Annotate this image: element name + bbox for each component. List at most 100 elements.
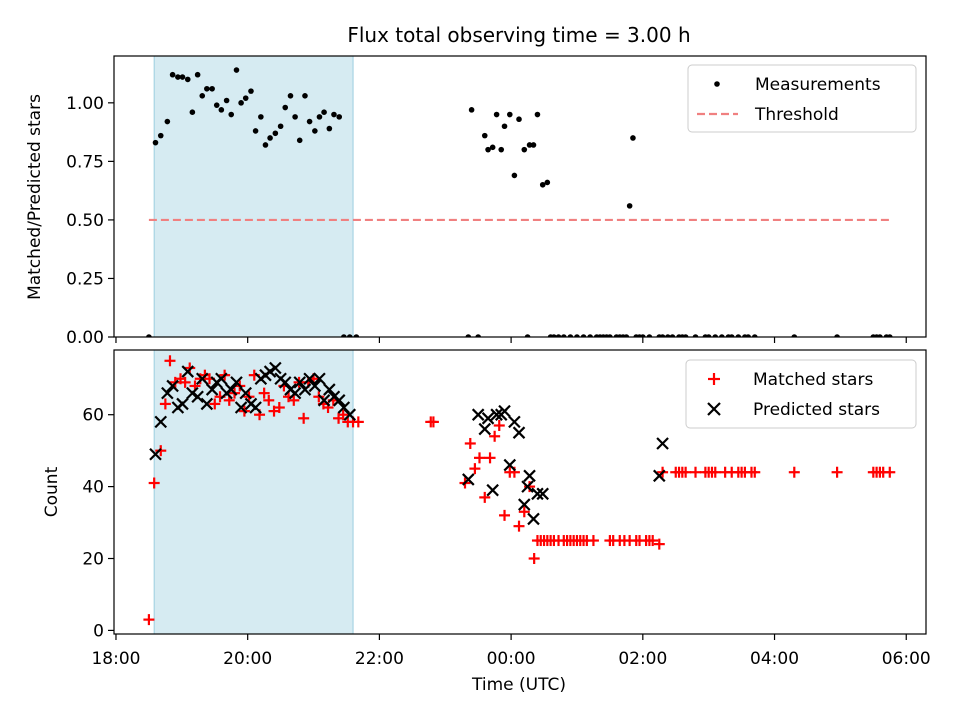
measurement-point	[551, 334, 557, 337]
measurement-point	[194, 71, 201, 78]
measurement-point	[272, 130, 279, 137]
measurement-point	[712, 334, 719, 337]
matched-star-point	[473, 452, 485, 464]
legend-threshold-label: Threshold	[754, 105, 839, 125]
predicted-star-point	[176, 397, 189, 411]
top-legend: Measurements Threshold	[687, 64, 917, 133]
matched-star-point	[258, 387, 270, 399]
matched-star-point	[143, 614, 155, 626]
matched-star-point	[184, 362, 196, 374]
measurement-point	[493, 111, 500, 118]
measurement-point	[189, 109, 196, 115]
measurement-point	[526, 142, 533, 148]
measurement-point	[292, 114, 298, 120]
y-tick-label: 20	[82, 550, 104, 570]
measurement-point	[560, 334, 567, 337]
measurement-point	[475, 334, 481, 337]
predicted-star-point	[303, 372, 316, 386]
measurement-point	[468, 107, 475, 113]
measurement-point	[321, 109, 327, 115]
measurement-point	[751, 334, 758, 337]
measurement-point	[623, 334, 630, 337]
measurement-point	[728, 334, 735, 337]
measurement-point	[489, 144, 496, 151]
predicted-star-point	[508, 415, 521, 429]
matched-star-point	[298, 412, 310, 424]
legend-matched-label: Matched stars	[753, 370, 873, 390]
measurement-point	[877, 334, 883, 337]
predicted-star-point	[288, 386, 302, 400]
matched-star-point	[709, 466, 721, 478]
matched-star-point	[647, 535, 659, 547]
measurement-point	[745, 334, 751, 337]
measurement-point	[834, 334, 840, 337]
measurement-point	[485, 146, 491, 153]
predicted-star-point	[527, 512, 540, 526]
predicted-star-point	[323, 383, 336, 396]
measurement-point	[521, 146, 528, 153]
measurement-point	[626, 203, 633, 209]
x-tick-label: 22:00	[355, 649, 404, 669]
matched-star-point	[518, 506, 530, 518]
predicted-star-point	[478, 422, 492, 436]
predicted-star-point	[490, 408, 503, 421]
bottom-data-marks	[143, 355, 896, 626]
measurement-point	[331, 111, 337, 118]
measurement-point	[199, 93, 206, 99]
measurement-point	[544, 179, 551, 186]
measurement-point	[659, 334, 666, 337]
measurement-point	[516, 116, 522, 123]
matched-star-point	[469, 463, 481, 475]
top-x-ticks	[115, 337, 907, 343]
predicted-star-point	[181, 365, 195, 378]
measurement-point	[506, 111, 513, 118]
measurement-point	[567, 334, 574, 337]
measurement-point	[555, 334, 562, 337]
measurement-point	[511, 172, 518, 179]
predicted-star-point	[531, 487, 544, 501]
bottom-y-axis-label: Count	[42, 466, 62, 517]
y-tick-label: 0.75	[66, 152, 104, 172]
matched-star-point	[680, 466, 692, 478]
top-data-marks	[146, 67, 893, 337]
measurement-point	[242, 95, 249, 101]
top-axes-frame	[113, 55, 927, 338]
matched-star-point	[884, 466, 896, 478]
measurement-point	[481, 132, 488, 139]
y-tick-label: 0	[93, 621, 104, 641]
predicted-star-point	[498, 404, 511, 418]
predicted-star-point	[230, 376, 243, 389]
predicted-star-point	[521, 480, 534, 493]
y-tick-label: 0.00	[66, 328, 104, 348]
x-tick-label: 06:00	[882, 649, 931, 669]
measurement-point	[524, 334, 531, 337]
predicted-star-point	[293, 376, 306, 389]
measurement-point	[157, 132, 164, 139]
matched-star-point	[164, 355, 176, 367]
measurement-point	[175, 74, 181, 80]
predicted-star-point	[317, 394, 331, 407]
measurement-point	[791, 334, 798, 337]
matched-star-point	[479, 491, 491, 503]
measurement-point	[587, 334, 593, 337]
measurement-point	[665, 334, 671, 337]
measurement-point	[735, 334, 742, 337]
measurement-point	[316, 114, 323, 120]
predicted-star-point	[332, 394, 346, 407]
top-legend-box	[687, 64, 917, 133]
measurement-point	[302, 93, 308, 99]
x-axis-label: Time (UTC)	[471, 675, 566, 695]
bottom-legend-box	[685, 359, 917, 429]
predicted-star-point	[149, 447, 162, 461]
measurement-point	[574, 334, 580, 337]
matched-star-point	[499, 509, 511, 521]
matched-star-point	[263, 394, 275, 406]
matched-star-point	[513, 520, 525, 532]
measurement-point	[346, 334, 353, 337]
measurement-point	[534, 111, 541, 118]
matched-star-point	[484, 452, 496, 464]
measurement-point	[164, 118, 171, 125]
predicted-star-point	[205, 383, 219, 396]
predicted-star-point	[278, 376, 292, 389]
predicted-star-point	[486, 483, 499, 497]
